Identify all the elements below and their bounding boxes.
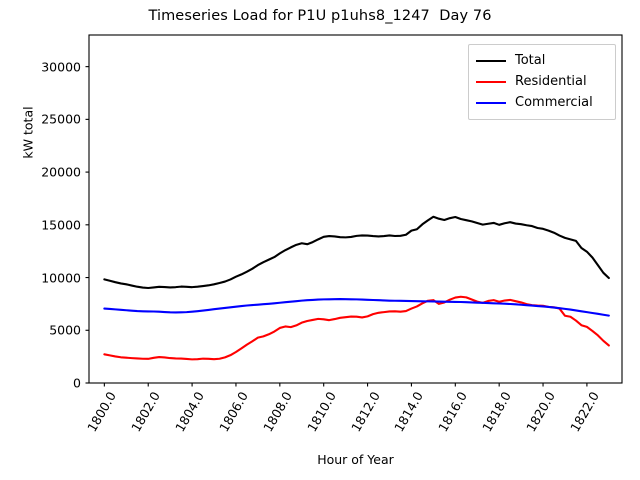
y-tick-label: 25000: [41, 111, 81, 127]
y-tick-label: 20000: [41, 164, 81, 180]
legend-entry-residential[interactable]: Residential: [476, 71, 608, 92]
legend-label: Residential: [515, 74, 587, 89]
legend-swatch-icon: [476, 101, 506, 104]
y-tick-label: 0: [73, 375, 81, 391]
axes-frame: [88, 34, 623, 384]
legend-label: Commercial: [515, 95, 593, 110]
y-tick-label: 10000: [41, 270, 81, 286]
series-lines: [103, 215, 610, 361]
chart-title: Timeseries Load for P1U p1uhs8_1247 Day …: [148, 8, 492, 24]
x-axis-label: Hour of Year: [317, 452, 394, 467]
y-tick-label: 30000: [41, 59, 81, 75]
series-line-commercial: [103, 298, 610, 317]
series-line-total: [103, 215, 610, 290]
y-tick-label: 15000: [41, 217, 81, 233]
chart-legend: Total Residential Commercial: [468, 44, 616, 120]
legend-swatch-icon: [476, 80, 506, 83]
legend-entry-total[interactable]: Total: [476, 50, 608, 71]
series-line-residential: [103, 295, 610, 361]
plot-border: [88, 34, 623, 384]
y-tick-label: 5000: [49, 322, 81, 338]
legend-label: Total: [515, 53, 546, 68]
y-axis-label: kW total: [20, 106, 36, 159]
legend-swatch-icon: [476, 59, 506, 62]
tick-marks: [85, 66, 588, 387]
legend-entry-commercial[interactable]: Commercial: [476, 92, 608, 113]
